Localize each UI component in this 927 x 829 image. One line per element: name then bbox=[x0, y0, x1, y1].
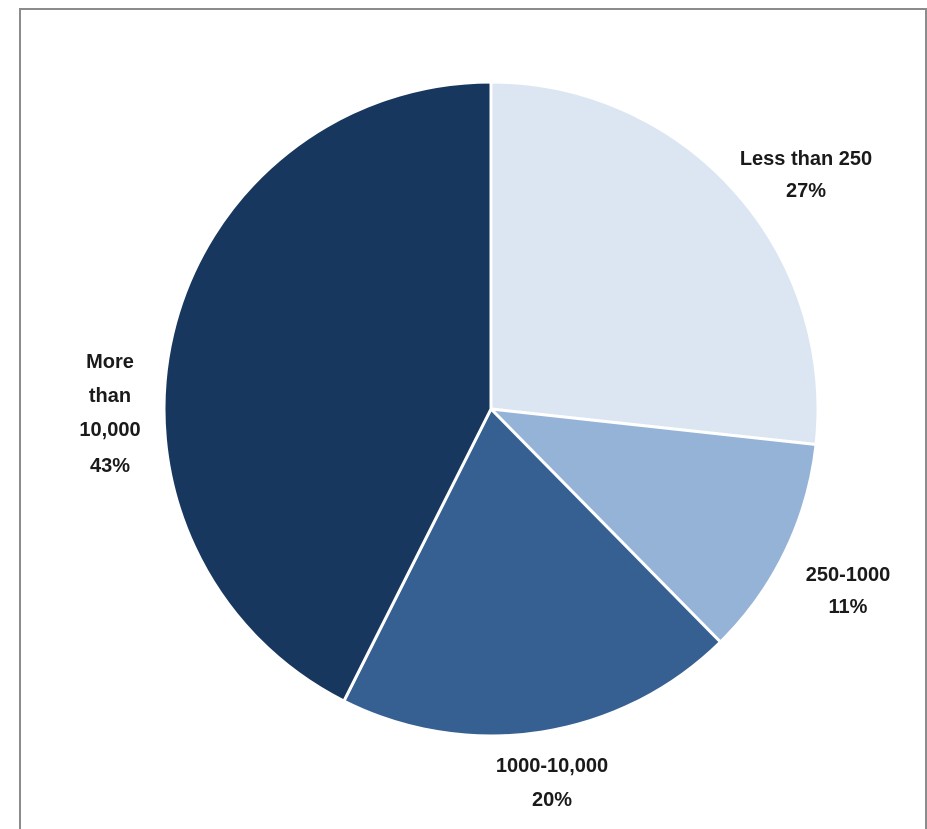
label-more-than-10000-line1: More bbox=[86, 351, 134, 373]
pie-slice-250-1000 bbox=[489, 407, 818, 644]
frame-border-right bbox=[925, 8, 927, 829]
label-less-than-250: Less than 250 bbox=[740, 148, 872, 170]
pie-slice-1000-10-000 bbox=[342, 407, 722, 738]
label-1000-10000: 1000-10,000 bbox=[496, 755, 608, 777]
pct-less-than-250: 27% bbox=[786, 180, 826, 202]
frame-border-top bbox=[19, 8, 927, 10]
label-250-1000: 250-1000 bbox=[806, 564, 891, 586]
pie-slices bbox=[162, 80, 820, 738]
label-more-than-10000-line3: 10,000 bbox=[79, 419, 140, 441]
pct-1000-10000: 20% bbox=[532, 789, 572, 811]
label-more-than-10000-line2: than bbox=[89, 385, 131, 407]
pct-250-1000: 11% bbox=[829, 596, 868, 618]
pie-slice-less-than-250 bbox=[489, 80, 820, 447]
pie-slice-more-than-10-000 bbox=[162, 80, 493, 703]
frame-border-left bbox=[19, 8, 21, 829]
pct-more-than-10000: 43% bbox=[90, 455, 130, 477]
